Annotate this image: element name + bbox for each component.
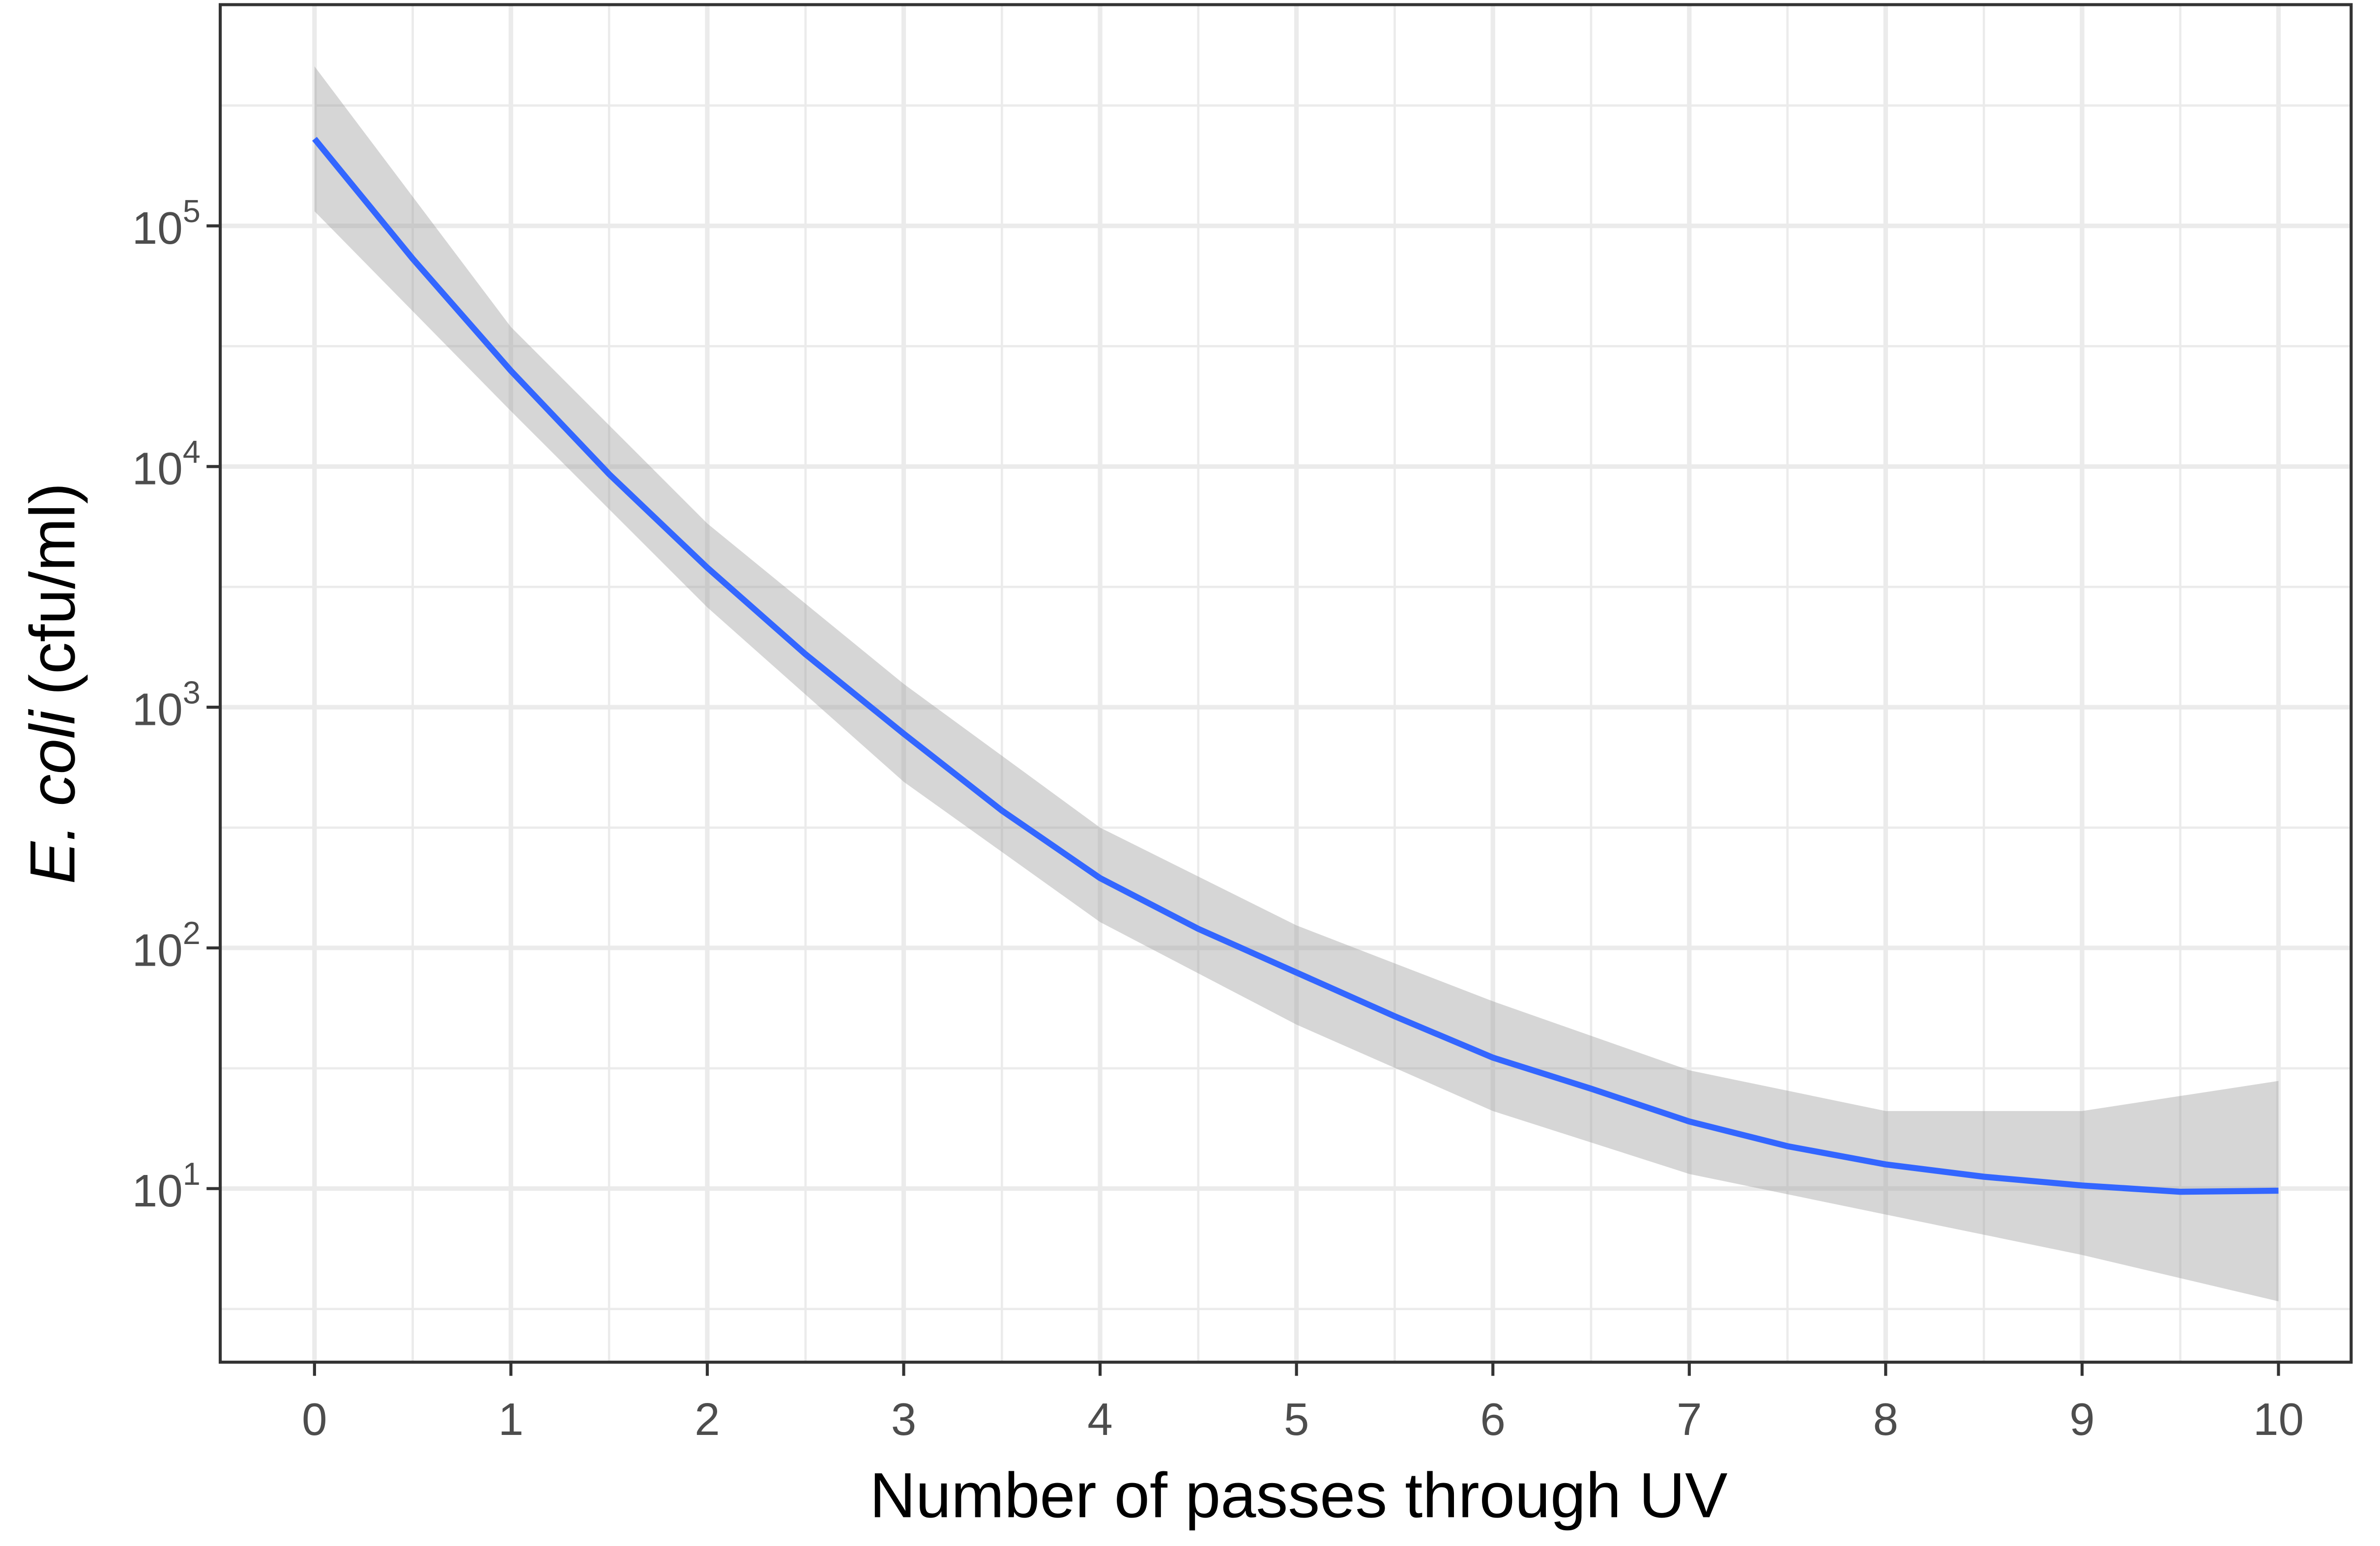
y-tick-base: 10 <box>132 925 183 976</box>
y-tick-exponent: 3 <box>183 675 201 711</box>
y-axis-title-italic: E. coli <box>17 709 88 885</box>
y-axis-title: E. coli (cfu/ml) <box>17 483 88 884</box>
y-tick-base: 10 <box>132 202 183 254</box>
y-tick-label: 103 <box>132 675 201 735</box>
plot-area <box>312 66 2279 1302</box>
y-tick-exponent: 4 <box>183 434 201 470</box>
x-tick-label: 3 <box>891 1394 917 1445</box>
x-axis-title: Number of passes through UV <box>870 1460 1728 1531</box>
x-tick-label: 6 <box>1480 1394 1506 1445</box>
y-tick-exponent: 1 <box>183 1156 201 1192</box>
x-tick-label: 8 <box>1873 1394 1899 1445</box>
y-tick-label: 102 <box>132 915 201 975</box>
y-tick-base: 10 <box>132 684 183 735</box>
x-tick-label: 5 <box>1284 1394 1309 1445</box>
x-tick-label: 2 <box>695 1394 720 1445</box>
x-tick-label: 7 <box>1677 1394 1702 1445</box>
panel-border <box>218 3 2353 1364</box>
y-tick-label: 101 <box>132 1156 201 1216</box>
y-tick-label: 105 <box>132 193 201 254</box>
grid <box>220 4 2351 1362</box>
x-tick-label: 1 <box>498 1394 524 1445</box>
confidence-band <box>314 66 2279 1302</box>
x-tick-label: 10 <box>2253 1394 2304 1445</box>
y-axis-title-rest: (cfu/ml) <box>17 483 88 695</box>
x-tick-label: 4 <box>1087 1394 1113 1445</box>
x-tick-label: 0 <box>302 1394 327 1445</box>
y-tick-label: 104 <box>132 434 201 494</box>
y-tick-exponent: 2 <box>183 915 201 951</box>
fit-line <box>312 137 2279 1195</box>
y-tick-base: 10 <box>132 1166 183 1217</box>
y-tick-base: 10 <box>132 443 183 494</box>
x-tick-label: 9 <box>2069 1394 2095 1445</box>
y-tick-exponent: 5 <box>183 193 201 229</box>
